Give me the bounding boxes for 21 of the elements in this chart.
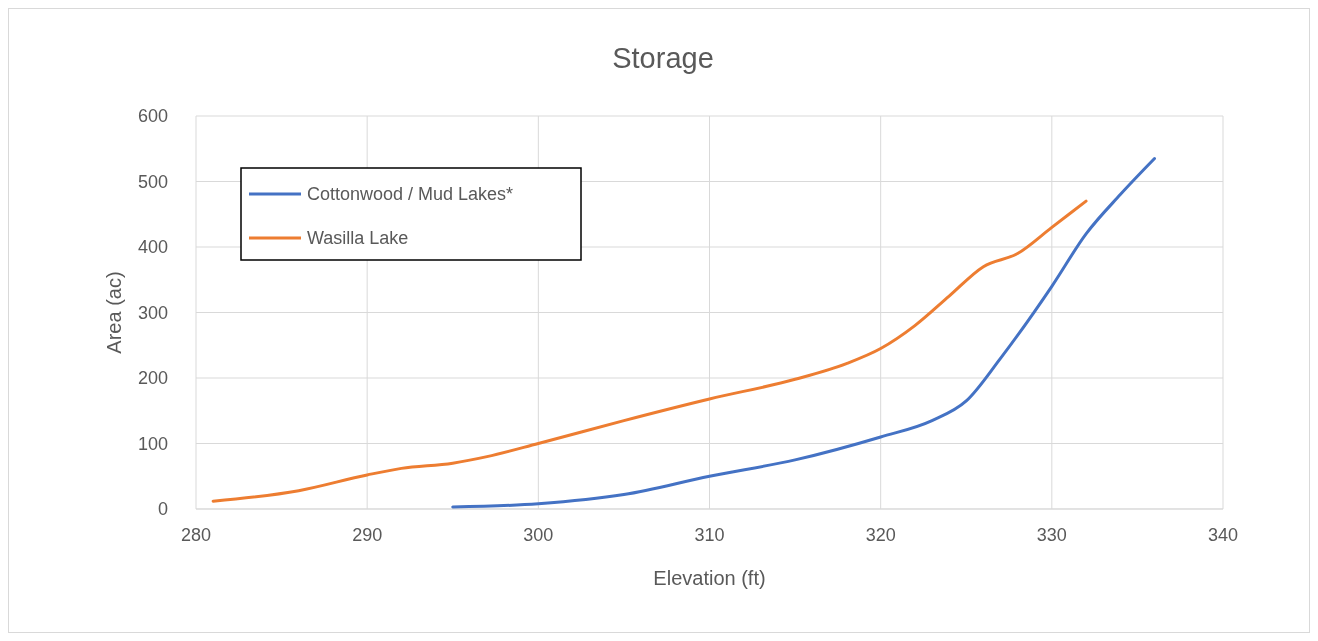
x-tick-label: 290 bbox=[352, 525, 383, 545]
y-tick-label: 400 bbox=[137, 237, 168, 257]
line-series bbox=[451, 157, 1157, 509]
x-tick-label: 310 bbox=[694, 525, 725, 545]
chart-title: Storage bbox=[612, 42, 714, 74]
x-tick-label: 280 bbox=[180, 525, 212, 545]
y-tick-label: 100 bbox=[137, 433, 168, 454]
x-tick-label: 320 bbox=[865, 525, 896, 545]
legend-label: Cottonwood / Mud Lakes* bbox=[307, 184, 514, 204]
line-series bbox=[211, 199, 1088, 503]
y-tick-label: 0 bbox=[157, 499, 168, 519]
legend-label: Wasilla Lake bbox=[307, 228, 409, 248]
y-tick-label: 500 bbox=[137, 171, 168, 192]
x-tick-label: 300 bbox=[523, 525, 554, 545]
x-tick-label: 330 bbox=[1036, 525, 1067, 545]
y-tick-label: 300 bbox=[137, 302, 168, 323]
y-axis-title: Area (ac) bbox=[103, 271, 125, 354]
y-tick-label: 200 bbox=[137, 368, 168, 388]
y-tick-label: 600 bbox=[137, 106, 168, 126]
x-tick-label: 340 bbox=[1207, 525, 1239, 545]
x-axis-title: Elevation (ft) bbox=[653, 567, 766, 589]
